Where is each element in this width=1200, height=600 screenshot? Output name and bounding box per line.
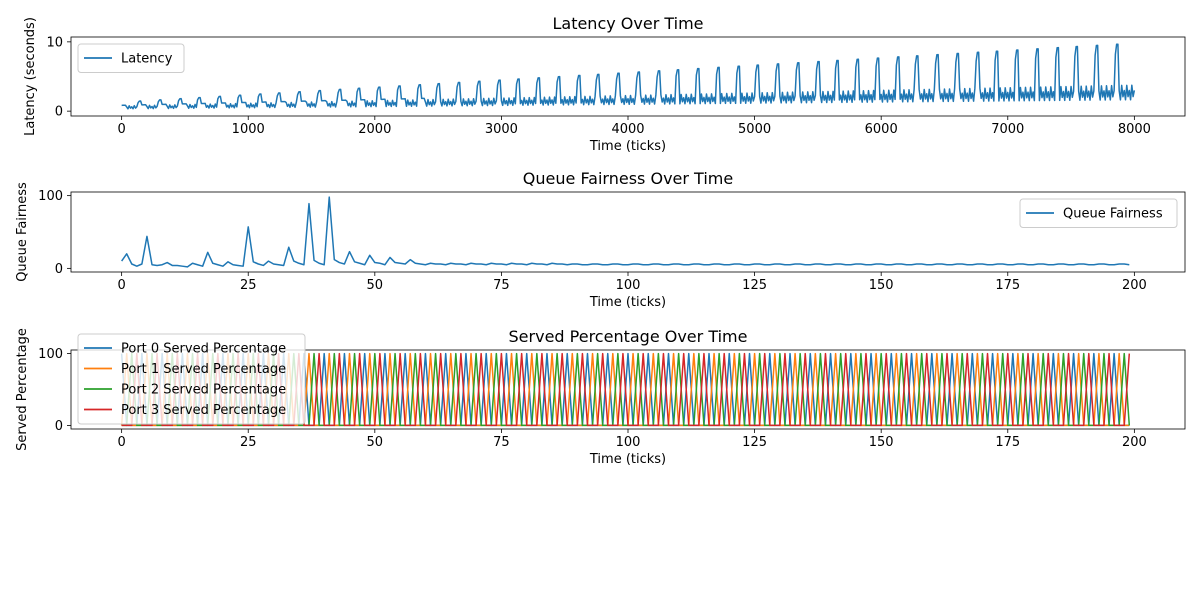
y-tick-label: 100	[38, 189, 63, 204]
legend: Queue Fairness	[1019, 198, 1178, 228]
legend-entry: Port 2 Served Percentage	[121, 383, 286, 398]
chart-title: Queue Fairness Over Time	[523, 169, 733, 188]
legend-entry: Port 1 Served Percentage	[121, 362, 286, 377]
chart-panel-1: 0 25 50 75 100 125 150 175 200 0 100 Queue Fairness…	[15, 169, 1186, 310]
x-axis-label: Time (ticks)	[589, 139, 666, 154]
x-tick-label: 8000	[1118, 122, 1151, 137]
series-line-0-0	[121, 43, 1136, 110]
x-tick-label: 75	[493, 435, 510, 450]
chart-panel-2: 0 25 50 75 100 125 150 175 200 0 100 Served Percent…	[15, 327, 1186, 467]
y-tick-label: 0	[55, 419, 63, 434]
legend-box	[77, 43, 185, 73]
x-tick-label: 50	[367, 278, 384, 293]
x-tick-label: 0	[117, 122, 125, 137]
x-tick-label: 0	[117, 278, 125, 293]
x-tick-label: 50	[367, 435, 384, 450]
x-tick-label: 150	[869, 435, 894, 450]
x-tick-label: 125	[742, 435, 767, 450]
x-tick-label: 6000	[865, 122, 898, 137]
x-tick-label: 175	[995, 278, 1020, 293]
legend: Latency	[77, 43, 185, 73]
axes-frame	[70, 191, 1186, 273]
x-tick-label: 150	[869, 278, 894, 293]
x-tick-label: 75	[493, 278, 510, 293]
x-tick-label: 100	[616, 435, 641, 450]
legend: Port 0 Served Percentage Port 1 Served Pe…	[77, 333, 306, 425]
y-axis-label: Latency (seconds)	[23, 17, 38, 136]
legend-entry: Port 3 Served Percentage	[121, 403, 286, 418]
chart-title: Latency Over Time	[552, 14, 703, 33]
x-tick-label: 25	[240, 278, 257, 293]
x-tick-label: 0	[117, 435, 125, 450]
x-tick-label: 100	[616, 278, 641, 293]
y-tick-label: 0	[55, 105, 63, 120]
x-tick-label: 200	[1122, 278, 1147, 293]
x-tick-label: 2000	[358, 122, 391, 137]
y-axis-label: Served Percentage	[15, 328, 30, 451]
x-tick-label: 1000	[232, 122, 265, 137]
y-tick-label: 0	[55, 262, 63, 277]
x-axis-label: Time (ticks)	[589, 452, 666, 467]
chart-panel-0: 0 1000 2000 3000 4000 5000 6000 7000 8000 0 10 Late…	[23, 14, 1186, 154]
x-axis-label: Time (ticks)	[589, 295, 666, 310]
x-tick-label: 175	[995, 435, 1020, 450]
y-axis-label: Queue Fairness	[15, 182, 30, 282]
x-tick-label: 7000	[991, 122, 1024, 137]
legend-box	[77, 333, 306, 425]
x-tick-label: 25	[240, 435, 257, 450]
series-line-2-3	[121, 352, 1131, 427]
x-tick-label: 125	[742, 278, 767, 293]
legend-box	[1019, 198, 1178, 228]
series-line-1-0	[121, 196, 1130, 268]
x-tick-label: 200	[1122, 435, 1147, 450]
legend-entry: Latency	[121, 52, 173, 67]
legend-entry: Port 0 Served Percentage	[121, 342, 286, 357]
x-tick-label: 4000	[611, 122, 644, 137]
legend-entry: Queue Fairness	[1063, 207, 1163, 222]
y-tick-label: 100	[38, 347, 63, 362]
x-tick-label: 5000	[738, 122, 771, 137]
chart-title: Served Percentage Over Time	[509, 327, 748, 346]
x-tick-label: 3000	[485, 122, 518, 137]
y-tick-label: 10	[46, 35, 63, 50]
